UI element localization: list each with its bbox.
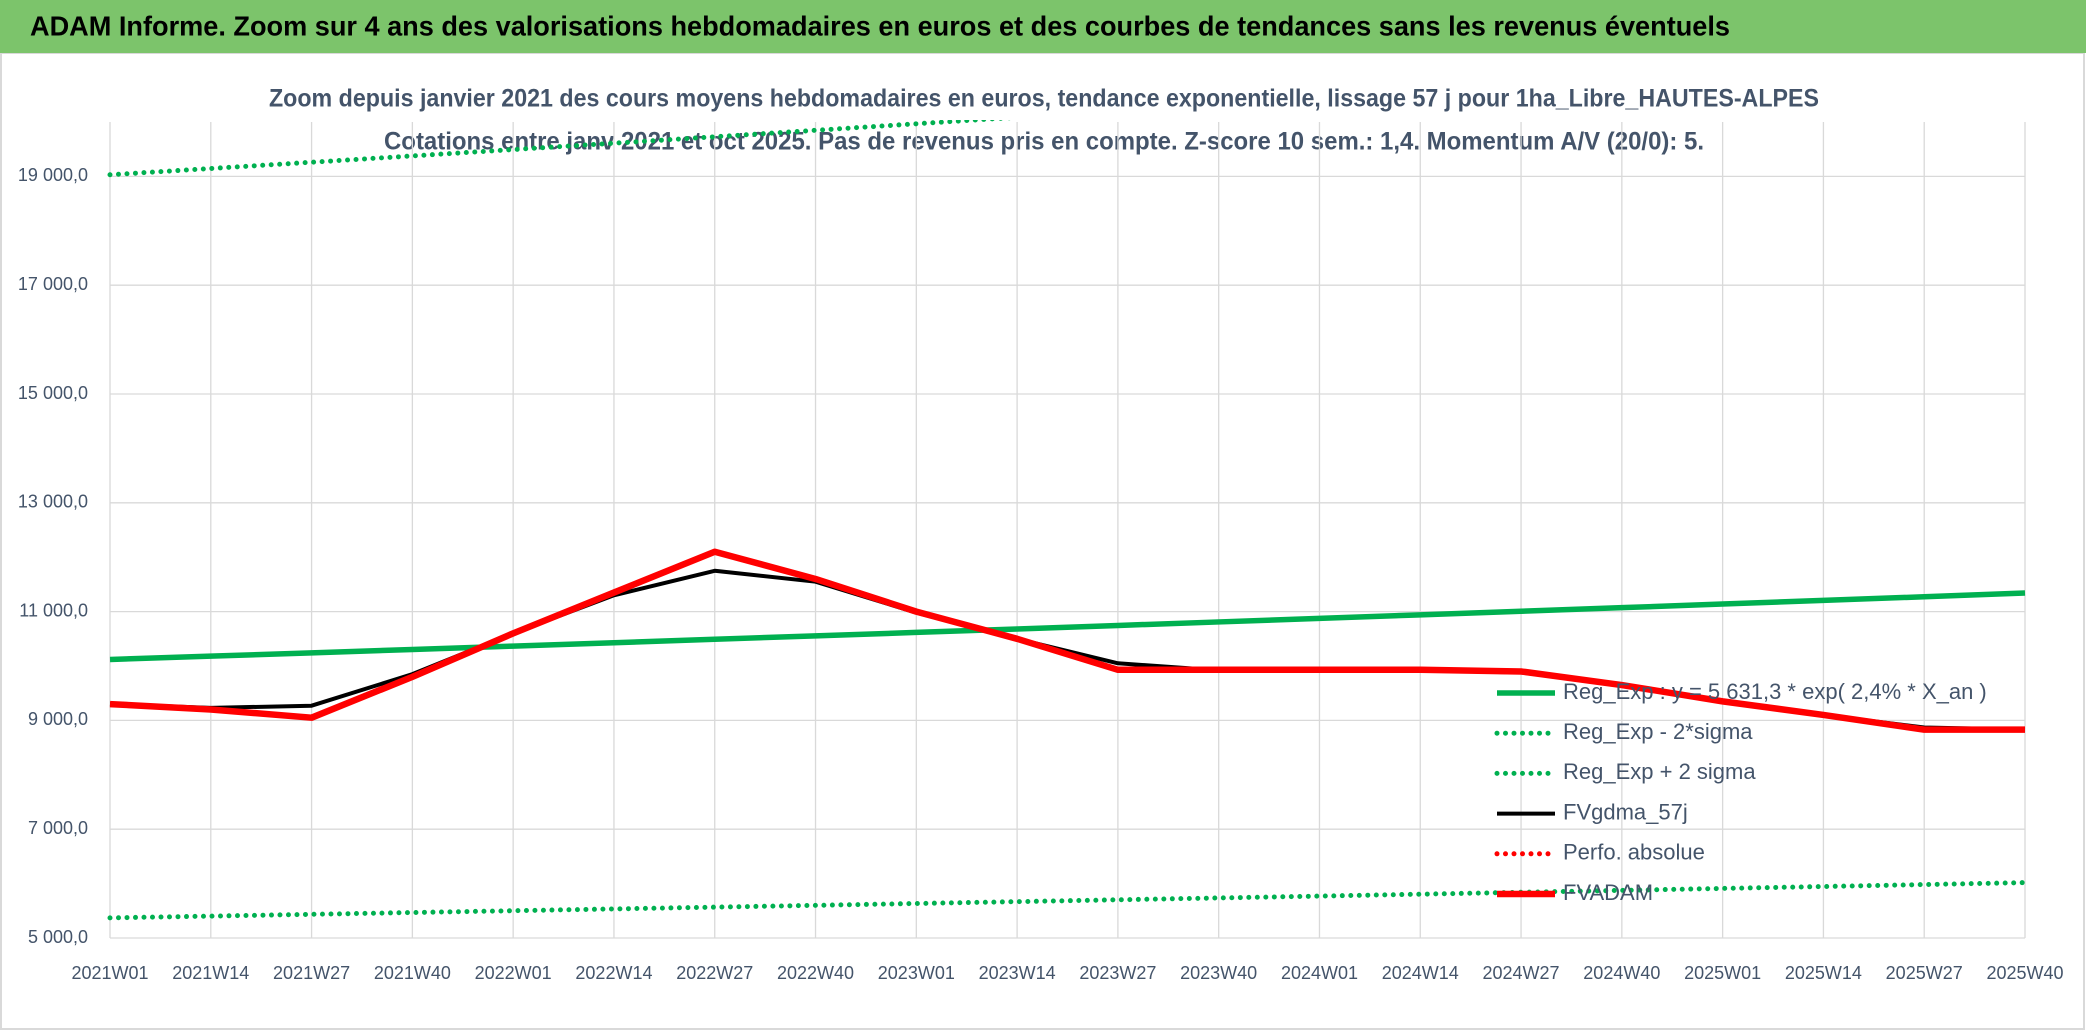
- x-tick-label: 2024W27: [1483, 963, 1560, 983]
- header-banner: [0, 0, 2086, 53]
- y-tick-label: 15 000,0: [18, 383, 88, 403]
- x-tick-label: 2024W01: [1281, 963, 1358, 983]
- x-tick-label: 2024W14: [1382, 963, 1459, 983]
- x-tick-label: 2025W01: [1684, 963, 1761, 983]
- x-tick-label: 2024W40: [1583, 963, 1660, 983]
- chart-title: Zoom depuis janvier 2021 des cours moyen…: [269, 85, 1819, 113]
- x-tick-label: 2022W40: [777, 963, 854, 983]
- x-tick-label: 2023W14: [979, 963, 1056, 983]
- legend-label: FVADAM: [1563, 880, 1653, 905]
- y-tick-label: 17 000,0: [18, 274, 88, 294]
- x-tick-label: 2021W14: [172, 963, 249, 983]
- x-tick-label: 2021W27: [273, 963, 350, 983]
- series-line: [109, 548, 2025, 733]
- y-tick-label: 19 000,0: [18, 165, 88, 185]
- legend-label: FVgdma_57j: [1563, 799, 1688, 824]
- legend-label: Reg_Exp - 2*sigma: [1563, 719, 1753, 744]
- series-line: [109, 590, 2026, 663]
- x-tick-label: 2025W40: [1986, 963, 2063, 983]
- legend-label: Reg_Exp + 2 sigma: [1563, 759, 1756, 784]
- x-tick-label: 2025W27: [1886, 963, 1963, 983]
- plot-area: [107, 120, 2028, 921]
- x-tick-label: 2025W14: [1785, 963, 1862, 983]
- header-title: ADAM Informe. Zoom sur 4 ans des valoris…: [30, 10, 1730, 41]
- y-tick-label: 11 000,0: [19, 600, 88, 620]
- x-tick-label: 2022W14: [575, 963, 652, 983]
- y-tick-label: 5 000,0: [28, 927, 88, 947]
- y-tick-label: 7 000,0: [28, 818, 88, 838]
- legend-label: Perfo. absolue: [1563, 840, 1705, 865]
- x-tick-label: 2021W40: [374, 963, 451, 983]
- x-tick-label: 2023W27: [1079, 963, 1156, 983]
- series-line: [107, 880, 2028, 921]
- chart-subtitle: Cotations entre janv 2021 et oct 2025. P…: [384, 128, 1704, 156]
- y-tick-label: 9 000,0: [28, 709, 88, 729]
- y-tick-label: 13 000,0: [18, 492, 88, 512]
- x-tick-label: 2021W01: [71, 963, 148, 983]
- x-tick-label: 2023W01: [878, 963, 955, 983]
- x-tick-label: 2022W27: [676, 963, 753, 983]
- x-tick-label: 2023W40: [1180, 963, 1257, 983]
- legend-label: Reg_Exp : y = 5 631,3 * exp( 2,4% * X_an…: [1563, 679, 1987, 704]
- x-tick-label: 2022W01: [475, 963, 552, 983]
